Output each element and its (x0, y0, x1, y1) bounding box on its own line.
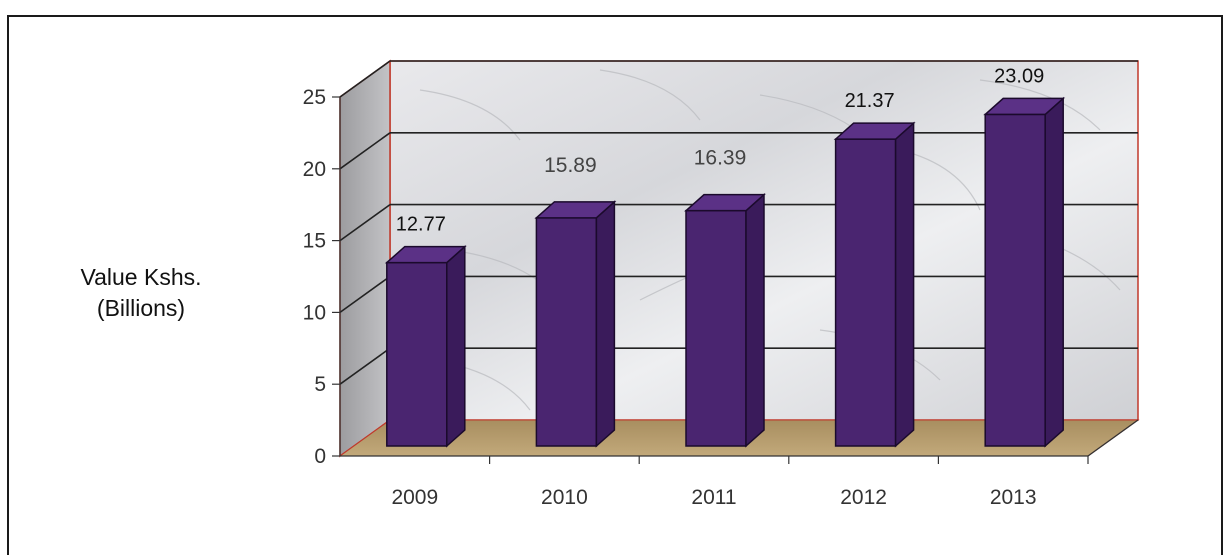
bar-top (684, 193, 766, 212)
gridline-side (339, 275, 391, 314)
data-label: 16.39 (694, 147, 747, 170)
bar-front (984, 113, 1046, 447)
bar-side (1044, 96, 1064, 448)
x-tick-label: 2009 (391, 486, 438, 509)
gridline-side (339, 347, 391, 385)
bar (983, 96, 1066, 448)
x-axis-edge (1087, 419, 1139, 457)
y-tick-label: 10 (303, 301, 326, 324)
data-label: 21.37 (845, 90, 895, 112)
bar-top (534, 201, 617, 219)
data-label: 23.09 (994, 65, 1044, 87)
data-label: 15.89 (544, 154, 597, 177)
bar-side (745, 192, 765, 448)
x-tick-label: 2011 (691, 486, 736, 509)
marble-vein (419, 89, 521, 141)
y-axis-label-line-2: (Billions) (96, 295, 186, 321)
bar-side (595, 200, 616, 448)
y-tick-label: 15 (303, 230, 326, 253)
bar-front (386, 261, 448, 447)
bar-top (833, 122, 916, 140)
data-label: 12.77 (396, 214, 446, 236)
x-tick-label: 2013 (990, 486, 1037, 509)
bar (534, 200, 617, 448)
y-axis-label-line-1: Value Kshs. (80, 264, 202, 290)
x-tick-label: 2010 (541, 486, 588, 509)
bar-front (535, 217, 598, 447)
y-tick-label: 25 (303, 86, 326, 109)
y-tick-label: 5 (314, 373, 326, 396)
gridline-side (339, 60, 391, 98)
gridline-side (339, 203, 391, 242)
bar-side (446, 244, 466, 448)
bar-top (384, 245, 467, 264)
marble-vein (599, 69, 701, 121)
y-axis-label: Value Kshs. (Billions) (66, 262, 216, 324)
bar (833, 121, 916, 448)
bar (684, 192, 766, 448)
bar (384, 244, 467, 448)
x-tick-label: 2012 (840, 486, 887, 509)
y-tick-label: 0 (314, 445, 326, 468)
bar-side (894, 121, 915, 448)
gridline-side (339, 132, 391, 170)
bar-top (983, 97, 1066, 116)
bar-front (685, 209, 747, 447)
bar-front (834, 138, 897, 447)
side-wall (339, 59, 391, 458)
chart-frame (7, 15, 1223, 555)
marble-vein (979, 79, 1101, 131)
y-tick-label: 20 (303, 158, 326, 181)
bar-chart: 0 5 10 15 20 25 12.77 2009 15.89 2010 16.39 2011 21.… (303, 59, 1140, 509)
